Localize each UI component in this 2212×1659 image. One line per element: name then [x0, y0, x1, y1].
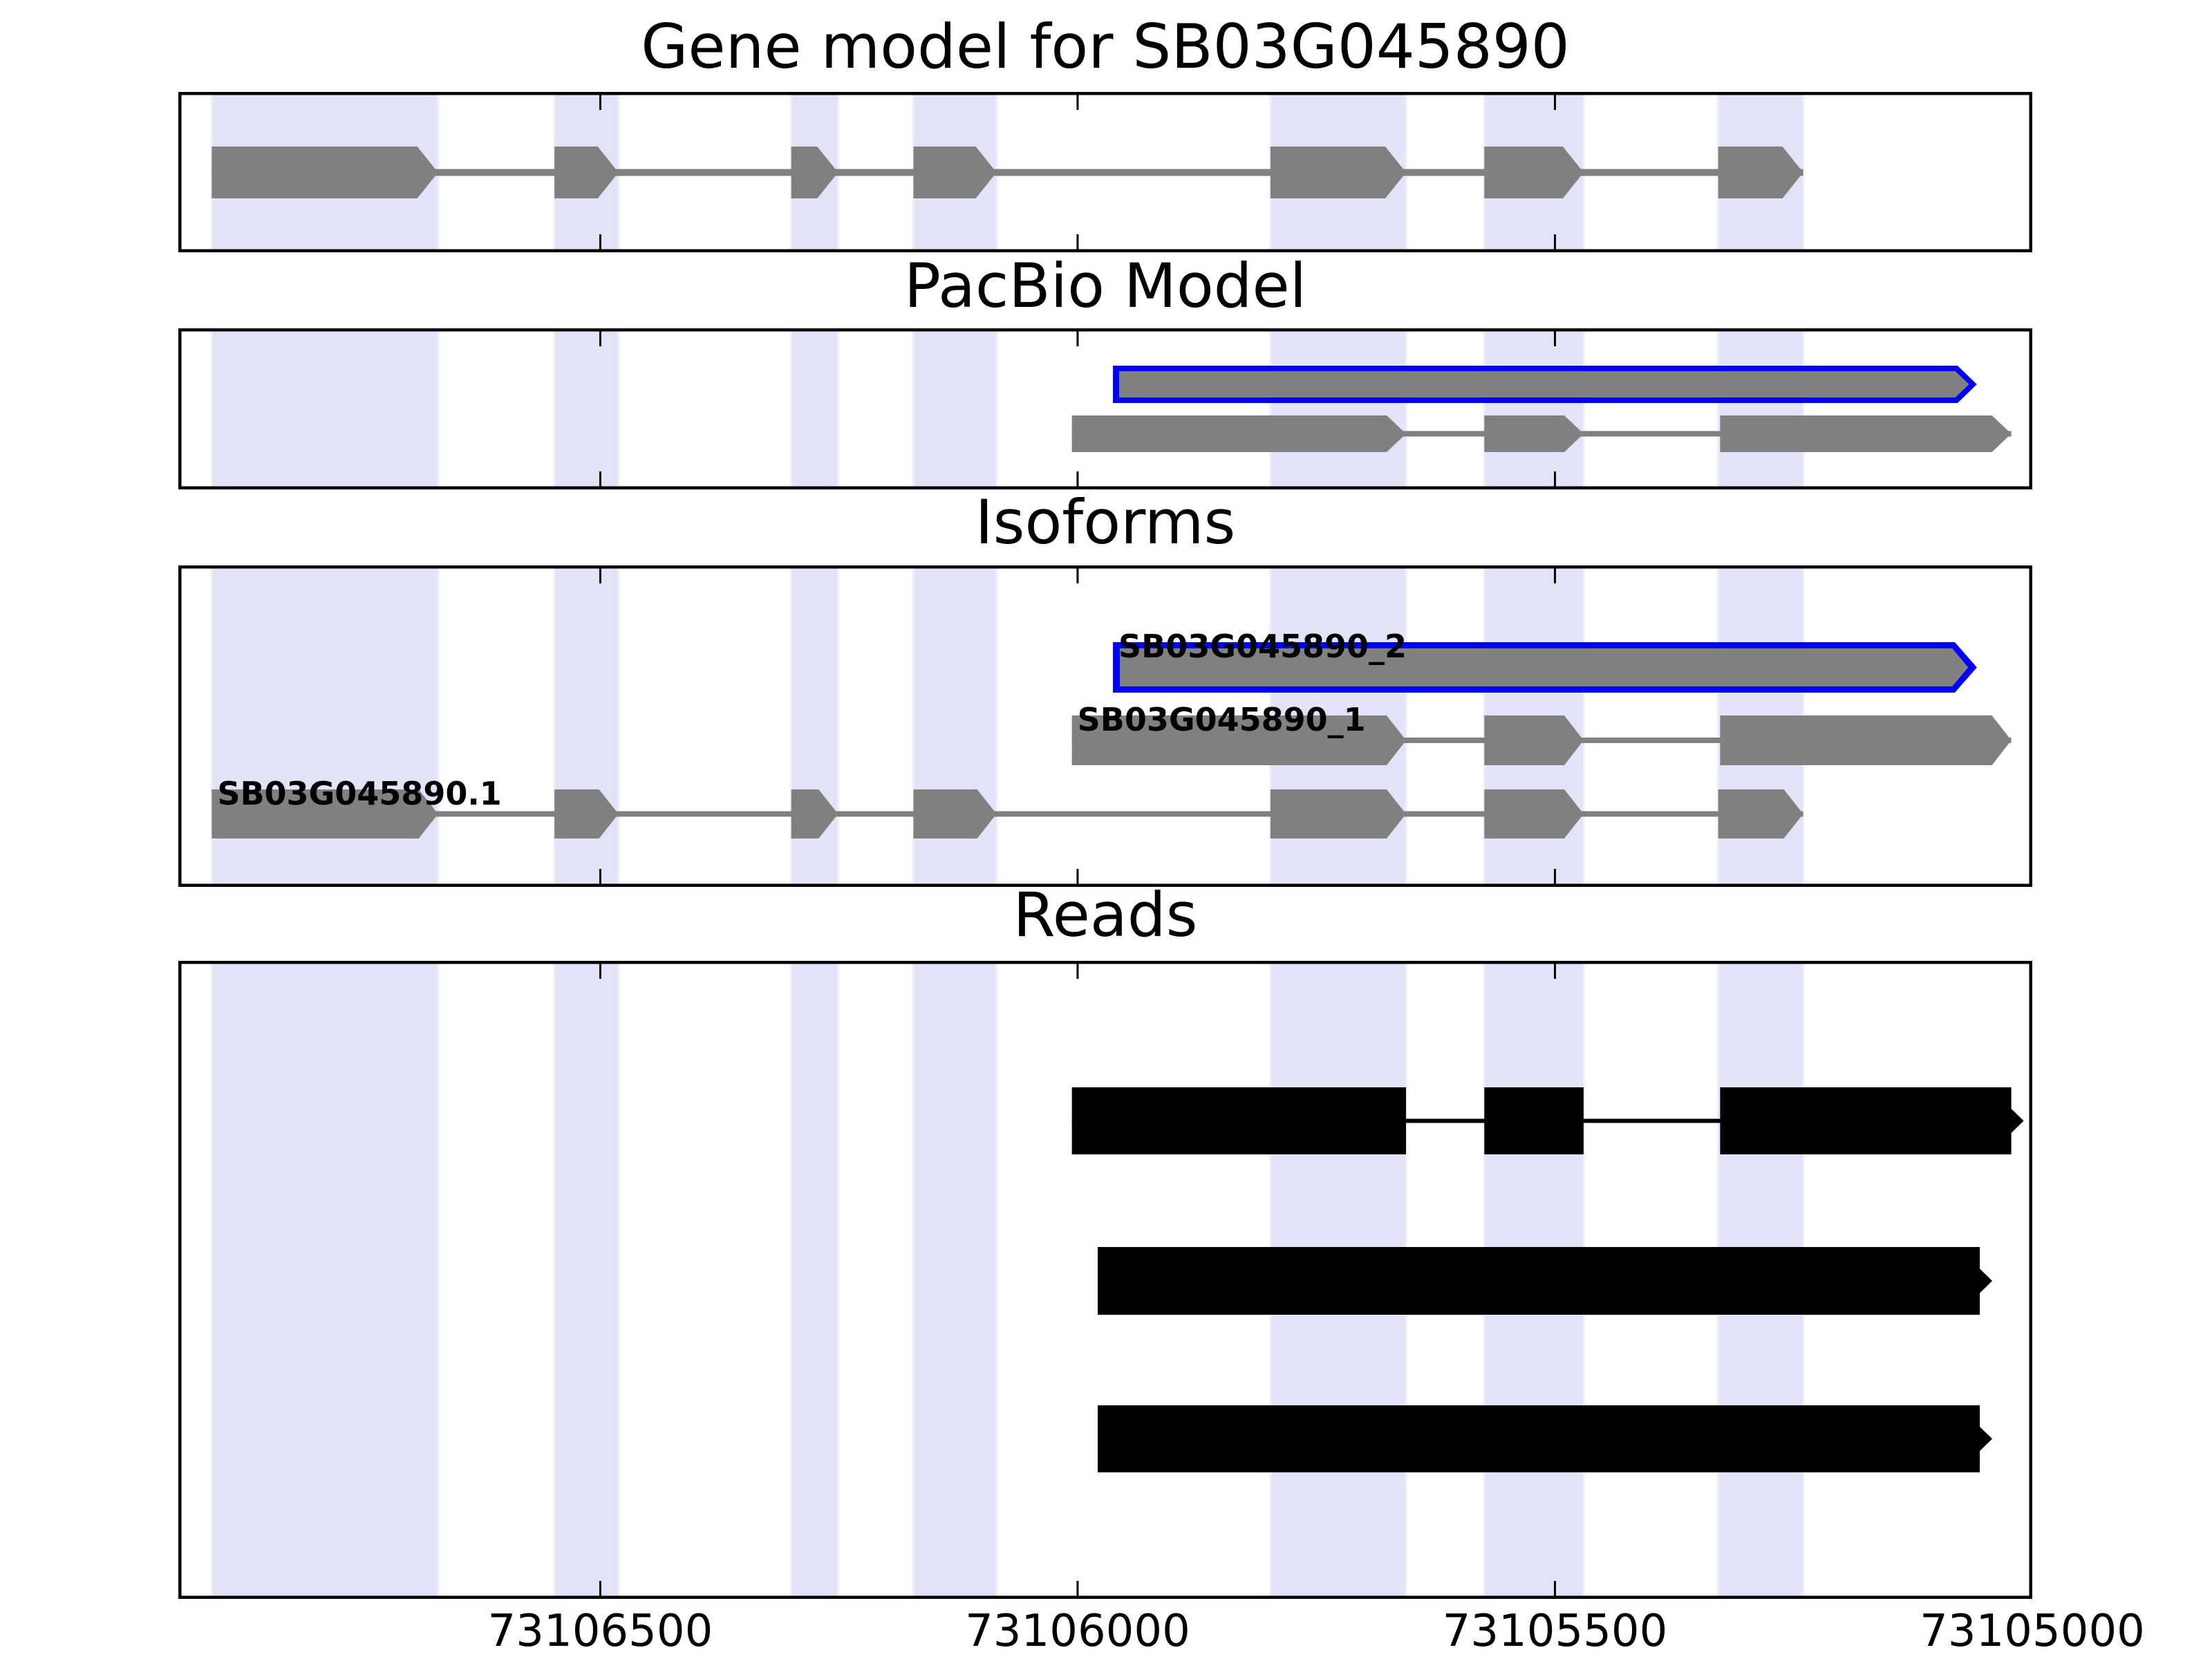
isoform-label: SB03G045890.1 — [217, 775, 502, 812]
exon-highlight-band — [553, 328, 620, 489]
exon-highlight-band — [912, 328, 998, 489]
exon-highlight-band — [1483, 328, 1585, 489]
exon-arrow — [1718, 789, 1803, 838]
x-axis-tick-label: 73105000 — [1920, 1606, 2145, 1657]
exon-arrow — [1120, 648, 1969, 686]
panel-canvas — [178, 961, 2032, 1599]
panel-reads — [178, 961, 2032, 1599]
exon-arrow — [212, 789, 438, 838]
exon-highlight-band — [553, 565, 620, 887]
exon-arrow — [1484, 715, 1584, 765]
panel-title-pacbio-model: PacBio Model — [903, 250, 1307, 321]
exon-arrow — [1270, 789, 1407, 838]
exon-highlight-band — [912, 961, 998, 1599]
read-exon-block — [1484, 1087, 1584, 1154]
exon-highlight-band — [1717, 328, 1805, 489]
panel-isoforms: SB03G045890_2 SB03G045890_1 SB03G045890.1 — [178, 565, 2032, 887]
panel-title-isoforms: Isoforms — [975, 487, 1236, 558]
exon-arrow — [791, 147, 838, 198]
exon-highlight-band — [553, 961, 620, 1599]
exon-arrow — [1071, 415, 1407, 452]
exon-arrow — [1270, 147, 1407, 198]
exon-highlight-band — [790, 565, 839, 887]
exon-highlight-band — [790, 328, 839, 489]
exon-arrow — [1720, 715, 2012, 765]
x-axis-tick-label: 73105500 — [1442, 1606, 1668, 1657]
exon-arrow — [1484, 147, 1584, 198]
read-exon-block — [1097, 1247, 1993, 1315]
exon-highlight-band — [210, 961, 440, 1599]
panel-canvas — [178, 565, 2032, 887]
x-axis-tick-label: 73106000 — [965, 1606, 1190, 1657]
exon-arrow — [1720, 415, 2012, 452]
isoform-label: SB03G045890_2 — [1118, 628, 1407, 665]
read-exon-block — [1097, 1405, 1993, 1472]
exon-arrow — [212, 147, 438, 198]
read-exon-block — [1720, 1087, 2024, 1154]
exon-highlight-band — [210, 328, 440, 489]
exon-arrow — [791, 789, 838, 838]
read-exon-block — [1071, 1087, 1407, 1154]
exon-arrow — [913, 789, 997, 838]
panel-title-reads: Reads — [1013, 879, 1198, 950]
panel-title-gene-model: Gene model for SB03G045890 — [641, 11, 1570, 82]
exon-arrow — [1484, 789, 1584, 838]
panel-canvas — [178, 92, 2032, 252]
exon-arrow — [554, 789, 619, 838]
exon-arrow — [1071, 715, 1407, 765]
exon-highlight-band — [1269, 328, 1407, 489]
exon-arrow — [913, 147, 997, 198]
exon-highlight-band — [210, 565, 440, 887]
exon-arrow — [554, 147, 619, 198]
isoform-label: SB03G045890_1 — [1077, 701, 1366, 738]
exon-arrow — [1119, 371, 1969, 397]
exon-highlight-band — [912, 565, 998, 887]
exon-highlight-band — [790, 961, 839, 1599]
panel-canvas — [178, 328, 2032, 489]
exon-arrow — [1484, 415, 1584, 452]
x-axis-tick-label: 73106500 — [487, 1606, 713, 1657]
panel-gene-model — [178, 92, 2032, 252]
exon-arrow — [1718, 147, 1803, 198]
panel-pacbio-model — [178, 328, 2032, 489]
